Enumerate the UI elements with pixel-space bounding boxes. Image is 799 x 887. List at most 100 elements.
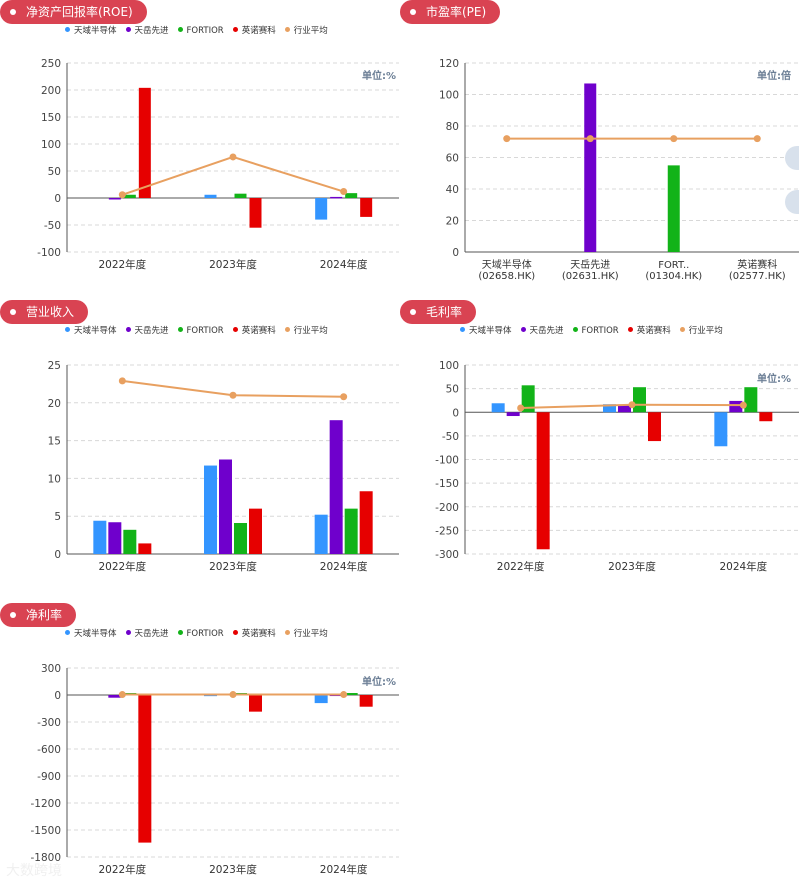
- x-tick-label: 英诺赛科: [737, 258, 777, 271]
- legend-item[interactable]: 行业平均: [284, 627, 328, 639]
- legend-dot-icon: [125, 27, 131, 32]
- bar: [315, 198, 328, 220]
- average-line: [122, 155, 344, 196]
- x-tick-label: 天域半导体: [482, 258, 532, 271]
- legend-item[interactable]: FORTIOR: [177, 629, 224, 639]
- legend-item[interactable]: FORTIOR: [177, 326, 224, 336]
- legend-item[interactable]: 天域半导体: [65, 324, 117, 336]
- y-tick-label: 15: [48, 436, 61, 448]
- bar: [345, 193, 358, 198]
- roe-chart: 250 200 150 100 50 0 -50 -100 2022年度 2023年度 2024年度: [37, 58, 399, 271]
- legend-label: 天域半导体: [74, 326, 117, 336]
- bar: [506, 412, 520, 417]
- bullet-icon: [10, 612, 16, 618]
- bar: [123, 194, 136, 198]
- net-legend: 天域半导体 天岳先进 FORTIOR 英诺赛科 行业平均: [65, 627, 337, 639]
- net-title-pill: 净利率: [0, 603, 77, 627]
- y-tick-label: 150: [41, 112, 61, 124]
- legend-item[interactable]: 天域半导体: [460, 324, 512, 336]
- legend-item[interactable]: 天岳先进: [520, 324, 564, 336]
- average-point: [229, 153, 237, 161]
- average-point: [517, 404, 525, 412]
- average-point: [340, 691, 348, 699]
- legend-item[interactable]: FORTIOR: [177, 26, 224, 36]
- legend-label: FORTIOR: [186, 326, 224, 336]
- gross-panel: 毛利率 天域半导体 天岳先进 FORTIOR 英诺赛科 行业平均 100 50 0 -50 -1…: [400, 300, 799, 590]
- y-tick-label: -250: [435, 525, 459, 537]
- y-tick-label: 40: [446, 184, 459, 196]
- y-tick-label: 0: [452, 407, 459, 419]
- legend-item[interactable]: 天岳先进: [125, 627, 169, 639]
- y-tick-label: 80: [446, 121, 459, 133]
- legend-dot-icon: [65, 27, 70, 32]
- scroll-handle-top[interactable]: [785, 146, 799, 170]
- legend-item[interactable]: 行业平均: [284, 324, 328, 336]
- y-tick-label: 5: [54, 511, 61, 523]
- pe-chart: 120 100 80 60 40 20 0 天域半导体(02658.HK) 天岳先进(02631…: [439, 58, 799, 282]
- bar: [330, 196, 343, 199]
- legend-item[interactable]: 天域半导体: [65, 627, 117, 639]
- bar: [234, 523, 247, 554]
- y-tick-label: 50: [446, 384, 459, 396]
- gross-title: 毛利率: [426, 305, 463, 319]
- y-tick-label: 300: [41, 663, 61, 675]
- legend-label: 天岳先进: [529, 326, 564, 336]
- y-tick-label: -100: [37, 247, 61, 259]
- legend-label: 英诺赛科: [636, 326, 671, 336]
- roe-title: 净资产回报率(ROE): [26, 5, 133, 19]
- x-tick-label: 2023年度: [608, 560, 656, 573]
- legend-label: 行业平均: [293, 326, 328, 336]
- revenue-title: 营业收入: [26, 305, 75, 319]
- revenue-panel: 营业收入 天域半导体 天岳先进 FORTIOR 英诺赛科 行业平均 25 20 15 10 5 0…: [0, 300, 400, 590]
- y-tick-label: 0: [452, 247, 459, 259]
- gross-unit: 单位:%: [757, 374, 792, 385]
- average-point: [753, 135, 761, 143]
- legend-item[interactable]: 行业平均: [284, 24, 328, 36]
- legend-dot-icon: [284, 27, 290, 32]
- legend-dot-icon: [232, 630, 238, 635]
- bar: [759, 412, 773, 422]
- bar: [249, 198, 262, 228]
- x-tick-label: 2023年度: [209, 863, 257, 876]
- x-tick-label: 2024年度: [320, 863, 368, 876]
- legend-item[interactable]: 天岳先进: [125, 24, 169, 36]
- bar: [344, 693, 358, 695]
- bar: [491, 403, 505, 413]
- legend-item[interactable]: 天域半导体: [65, 24, 117, 36]
- bar: [584, 83, 597, 252]
- y-tick-label: 20: [48, 398, 61, 410]
- legend-dot-icon: [284, 327, 290, 332]
- legend-label: 天岳先进: [134, 629, 169, 639]
- y-tick-label: -200: [435, 502, 459, 514]
- legend-label: 英诺赛科: [241, 26, 276, 36]
- bullet-icon: [410, 309, 416, 315]
- legend-item[interactable]: 英诺赛科: [627, 324, 671, 336]
- revenue-chart: 25 20 15 10 5 0 2022年度 2023年度 2024年度: [48, 360, 399, 573]
- legend-item[interactable]: FORTIOR: [572, 326, 619, 336]
- x-tick-label: 天岳先进: [570, 259, 610, 271]
- legend-dot-icon: [65, 630, 70, 635]
- legend-label: 英诺赛科: [241, 629, 276, 639]
- y-tick-label: -1500: [30, 825, 61, 837]
- legend-item[interactable]: 英诺赛科: [232, 324, 276, 336]
- bar: [648, 412, 661, 442]
- y-tick-label: 120: [439, 58, 459, 70]
- net-unit: 单位:%: [362, 677, 397, 688]
- average-point: [670, 135, 678, 143]
- average-point: [628, 401, 636, 409]
- legend-label: FORTIOR: [186, 629, 224, 639]
- bar: [138, 87, 151, 198]
- average-point: [118, 691, 126, 699]
- legend-item[interactable]: 英诺赛科: [232, 24, 276, 36]
- y-tick-label: 25: [48, 360, 61, 372]
- bar: [521, 385, 535, 413]
- legend-item[interactable]: 行业平均: [679, 324, 723, 336]
- bar: [204, 465, 217, 554]
- scroll-handle-bottom[interactable]: [785, 190, 799, 214]
- legend-dot-icon: [177, 327, 183, 332]
- y-tick-label: 100: [439, 90, 459, 102]
- legend-item[interactable]: 天岳先进: [125, 324, 169, 336]
- x-tick-label: (02631.HK): [562, 271, 619, 282]
- x-tick-label: 2022年度: [497, 560, 545, 573]
- legend-item[interactable]: 英诺赛科: [232, 627, 276, 639]
